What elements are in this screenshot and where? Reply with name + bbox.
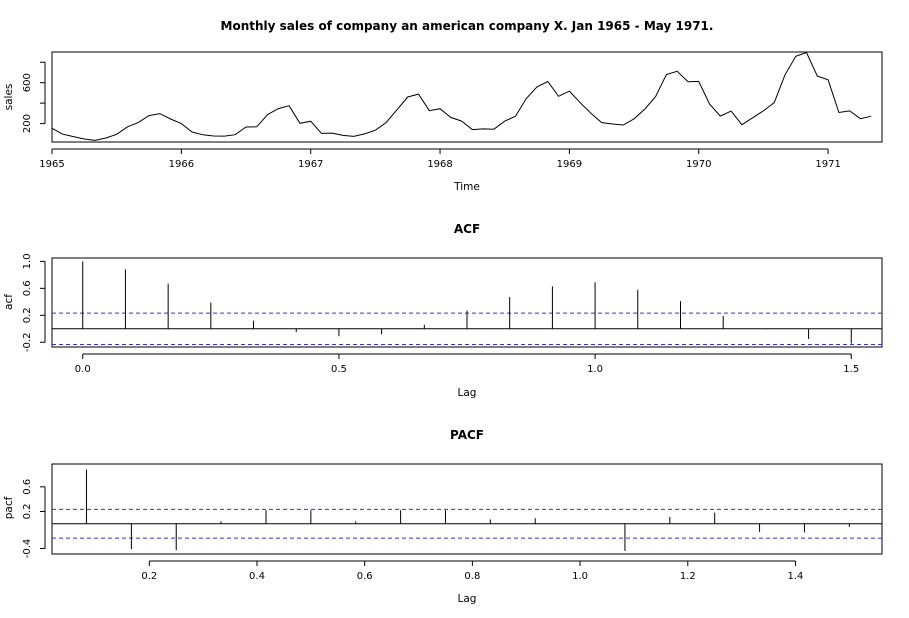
sales-x-axis: 1965 1966 1967 1968 1969 1970 1971 (39, 148, 841, 170)
pacf-x-tick-label: 0.2 (141, 571, 157, 582)
acf-x-tick-label: 1.5 (843, 364, 859, 375)
pacf-y-axis: -0.4 0.2 0.6 (22, 479, 46, 559)
pacf-y-tick-label: 0.6 (22, 479, 33, 495)
pacf-x-axis-label: Lag (458, 593, 477, 605)
sales-x-tick-label: 1967 (298, 159, 323, 170)
sales-x-tick-label: 1965 (39, 159, 64, 170)
sales-x-tick-label: 1971 (815, 159, 840, 170)
acf-plot-frame (51, 257, 883, 348)
pacf-x-tick-label: 1.2 (680, 571, 696, 582)
acf-x-axis: 0.0 0.5 1.0 1.5 (75, 353, 859, 375)
sales-x-tick-label: 1970 (686, 159, 711, 170)
pacf-x-tick-label: 1.0 (572, 571, 588, 582)
pacf-x-tick-label: 0.4 (249, 571, 265, 582)
sales-y-axis-label: sales (3, 84, 15, 111)
sales-x-tick-label: 1969 (557, 159, 582, 170)
sales-y-axis: 200 600 (22, 61, 46, 133)
pacf-chart-title: PACF (450, 428, 484, 442)
sales-x-tick-label: 1966 (169, 159, 194, 170)
pacf-y-tick-label: 0.2 (22, 504, 33, 520)
acf-y-tick-label: 1.0 (22, 253, 33, 269)
sales-plot-frame (51, 51, 883, 143)
sales-time-series-panel: Monthly sales of company an american com… (3, 19, 883, 193)
pacf-x-tick-label: 0.6 (357, 571, 373, 582)
pacf-x-axis: 0.2 0.4 0.6 0.8 1.0 1.2 1.4 (141, 560, 804, 582)
acf-spikes (52, 261, 882, 346)
pacf-x-tick-label: 0.8 (464, 571, 480, 582)
acf-x-tick-label: 0.5 (331, 364, 347, 375)
sales-y-tick-label: 600 (22, 73, 33, 92)
pacf-spikes (52, 469, 882, 551)
pacf-panel: PACF 0.2 0.4 0.6 0.8 1.0 1.2 1.4 -0.4 0.2 0.6 La… (3, 428, 883, 605)
pacf-y-axis-label: pacf (3, 496, 15, 519)
sales-x-axis-label: Time (453, 181, 480, 193)
acf-panel: ACF 0.0 0.5 1.0 1.5 -0.2 0.2 0.6 1.0 Lag acf (3, 222, 883, 399)
sales-series (51, 51, 872, 141)
sales-y-tick-label: 200 (22, 114, 33, 133)
acf-x-tick-label: 1.0 (587, 364, 603, 375)
acf-y-tick-label: 0.6 (22, 280, 33, 296)
acf-y-tick-label: 0.2 (22, 307, 33, 323)
acf-chart-title: ACF (454, 222, 480, 236)
sales-line (51, 51, 872, 141)
acf-y-axis: -0.2 0.2 0.6 1.0 (22, 253, 46, 353)
pacf-x-tick-label: 1.4 (788, 571, 804, 582)
acf-x-tick-label: 0.0 (75, 364, 91, 375)
acf-x-axis-label: Lag (458, 387, 477, 399)
sales-chart-title: Monthly sales of company an american com… (221, 19, 714, 33)
sales-x-tick-label: 1968 (427, 159, 452, 170)
acf-y-tick-label: -0.2 (22, 333, 33, 353)
acf-y-axis-label: acf (3, 294, 15, 310)
pacf-y-tick-label: -0.4 (22, 539, 33, 559)
